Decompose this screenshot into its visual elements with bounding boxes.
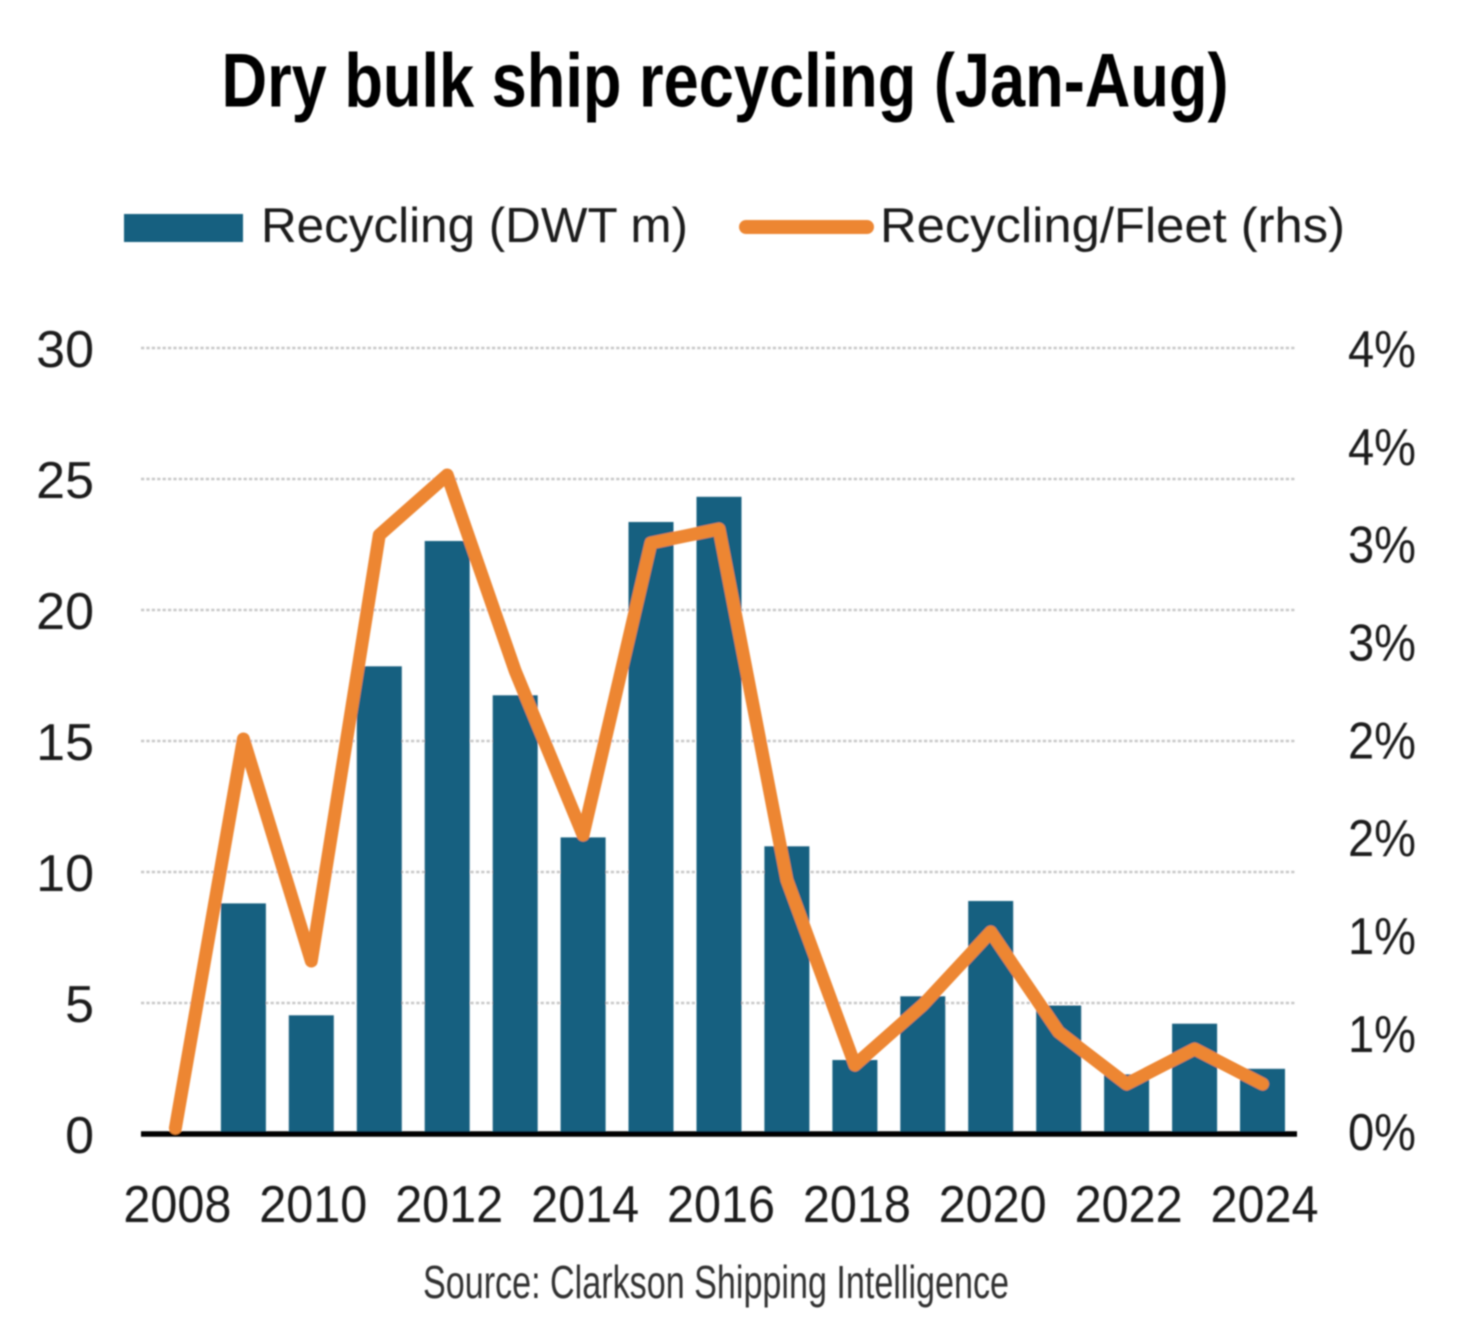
svg-text:4%: 4% [1348,321,1416,379]
svg-text:2%: 2% [1348,712,1416,770]
svg-text:25: 25 [36,452,94,510]
svg-text:2024: 2024 [1211,1176,1319,1234]
svg-text:2016: 2016 [667,1176,775,1234]
svg-text:2%: 2% [1348,810,1416,868]
svg-text:2012: 2012 [395,1176,503,1234]
svg-text:2010: 2010 [259,1176,367,1234]
svg-text:0: 0 [65,1107,94,1165]
svg-text:3%: 3% [1348,517,1416,575]
svg-text:2018: 2018 [803,1176,911,1234]
svg-text:10: 10 [36,845,94,903]
svg-text:Recycling/Fleet (rhs): Recycling/Fleet (rhs) [880,199,1345,253]
svg-text:0%: 0% [1348,1104,1416,1162]
svg-text:1%: 1% [1348,908,1416,966]
svg-text:Source: Clarkson Shipping Inte: Source: Clarkson Shipping Intelligence [423,1256,1009,1308]
svg-text:4%: 4% [1348,419,1416,477]
svg-text:2022: 2022 [1075,1176,1183,1234]
svg-text:Recycling (DWT m): Recycling (DWT m) [261,199,688,253]
svg-text:Dry bulk ship recycling (Jan-A: Dry bulk ship recycling (Jan-Aug) [222,39,1229,124]
svg-text:5: 5 [65,976,94,1034]
svg-text:2008: 2008 [123,1176,231,1234]
svg-text:3%: 3% [1348,615,1416,673]
svg-text:2014: 2014 [531,1176,639,1234]
svg-text:2020: 2020 [939,1176,1047,1234]
svg-text:20: 20 [36,583,94,641]
svg-text:15: 15 [36,714,94,772]
svg-text:30: 30 [36,321,94,379]
svg-text:1%: 1% [1348,1006,1416,1064]
